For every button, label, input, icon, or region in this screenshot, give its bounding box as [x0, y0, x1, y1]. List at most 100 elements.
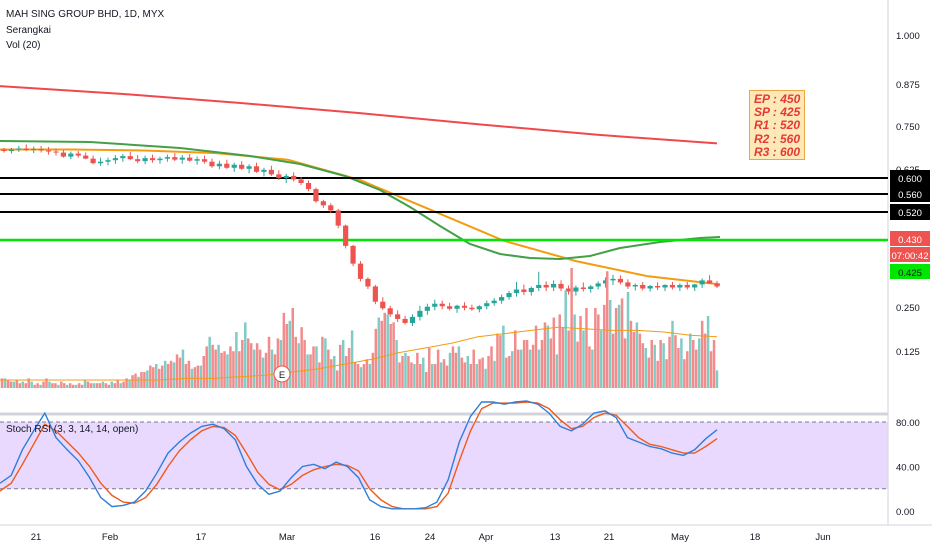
volume-bar: [594, 308, 597, 388]
candle-body: [172, 157, 178, 160]
volume-bar: [321, 336, 324, 388]
symbol-title[interactable]: MAH SING GROUP BHD, 1D, MYX: [6, 9, 165, 20]
volume-bar: [442, 359, 446, 388]
ma-long-line: [0, 85, 718, 145]
volume-bar: [92, 383, 96, 388]
volume-bar: [137, 376, 140, 388]
volume-bar: [436, 349, 440, 388]
volume-bar: [12, 381, 16, 388]
candle-body: [528, 287, 534, 293]
candle-body: [395, 314, 401, 319]
candle-body: [38, 149, 44, 151]
volume-bar: [229, 346, 232, 388]
volume-bar: [122, 381, 125, 388]
candle-body: [387, 308, 393, 315]
volume-bar: [632, 332, 636, 388]
volume-ma-line: [0, 326, 718, 381]
volume-bar: [276, 338, 280, 388]
time-tick-label: 18: [750, 532, 761, 543]
volume-bar: [543, 322, 547, 388]
volume-bar: [131, 375, 134, 388]
candle-body: [112, 158, 119, 161]
volume-bar: [490, 346, 493, 388]
candle-body: [506, 293, 512, 298]
volume-bar: [119, 383, 122, 388]
volume-bar: [3, 378, 7, 388]
candle-body: [320, 201, 326, 206]
volume-bar: [371, 352, 375, 388]
volume-bar: [113, 383, 116, 388]
volume-bar: [74, 384, 78, 388]
volume-bar: [57, 384, 60, 388]
volume-tick-label: 0.250: [896, 303, 920, 314]
volume-bar: [336, 370, 339, 388]
candle-body: [714, 283, 720, 287]
candle-body: [669, 284, 676, 288]
candle-body: [357, 263, 364, 279]
candle-body: [602, 280, 609, 284]
level-tag-label: 0.520: [898, 208, 922, 219]
volume-bar: [626, 292, 630, 388]
candle-body: [105, 160, 111, 162]
candle-body: [565, 288, 572, 292]
volume-bar: [638, 333, 642, 388]
volume-bar: [413, 364, 416, 388]
time-tick-label: 21: [604, 532, 615, 543]
volume-bar: [537, 349, 541, 388]
candle-body: [157, 158, 163, 161]
volume-bar: [172, 362, 176, 388]
volume-bar: [54, 383, 57, 388]
level-tag: [890, 186, 930, 202]
time-tick-label: 21: [31, 532, 42, 543]
earnings-marker: [273, 365, 291, 383]
volume-bar: [573, 314, 576, 388]
volume-bar: [232, 351, 235, 388]
candle-body: [216, 163, 222, 167]
volume-bar: [163, 360, 167, 388]
level-tag: [890, 170, 930, 186]
note-ep: EP : 450: [754, 92, 801, 106]
candle-body: [513, 289, 520, 294]
time-tick-label: Jun: [815, 532, 830, 543]
candle-body: [313, 189, 319, 202]
candle-body: [135, 159, 141, 162]
volume-bar: [181, 349, 185, 388]
volume-bar: [330, 359, 333, 388]
indicator-label[interactable]: Serangkai: [6, 25, 52, 36]
volume-bar: [193, 367, 197, 388]
volume-bar: [288, 320, 292, 388]
volume-bar: [6, 380, 10, 388]
volume-bar: [662, 343, 665, 388]
stoch-rsi-label[interactable]: Stoch RSI (3, 3, 14, 14, open): [6, 424, 139, 435]
volume-bar: [166, 364, 170, 388]
volume-label[interactable]: Vol (20): [6, 40, 41, 51]
price-tag-label: 07:00:42: [892, 251, 929, 262]
time-tick-label: 13: [550, 532, 561, 543]
candle-body: [8, 149, 15, 152]
level-tag: [890, 204, 930, 220]
volume-bar: [252, 349, 256, 388]
volume-bar: [45, 378, 48, 388]
volume-bar: [300, 327, 303, 388]
volume-bar: [39, 384, 42, 388]
candle-body: [328, 205, 334, 211]
trade-note[interactable]: EP : 450 SP : 425 R1 : 520 R2 : 560 R3 :…: [749, 90, 805, 160]
volume-bar: [279, 340, 283, 388]
candle-body: [491, 300, 497, 304]
volume-bar: [71, 384, 75, 388]
candle-body: [424, 306, 430, 311]
candle-body: [23, 148, 29, 151]
candle-body: [253, 166, 260, 172]
volume-bar: [582, 330, 585, 388]
volume-bar: [77, 383, 81, 388]
candle-body: [16, 148, 22, 150]
volume-bar: [659, 340, 662, 388]
volume-bar: [51, 383, 54, 388]
earnings-marker-label: E: [279, 370, 285, 381]
volume-bar: [430, 364, 434, 388]
volume-bar: [318, 362, 321, 388]
volume-bar: [246, 338, 250, 388]
candle-body: [283, 175, 289, 178]
volume-bar: [261, 357, 265, 388]
